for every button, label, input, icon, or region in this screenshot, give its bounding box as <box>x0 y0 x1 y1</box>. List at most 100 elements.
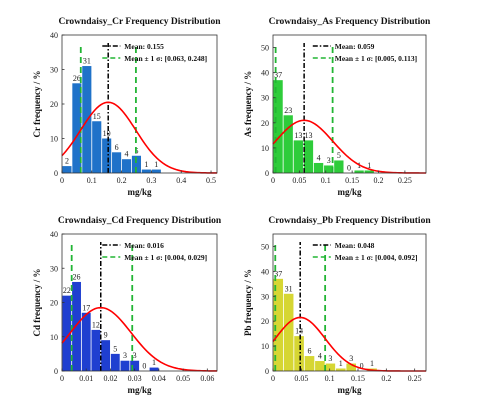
bar-data-label: 1 <box>370 359 374 368</box>
bar-data-label: 3 <box>123 351 127 360</box>
chart-title: Crowndaisy_Pb Frequency Distribution <box>268 216 431 226</box>
normal-fit-curve <box>61 306 218 372</box>
histogram-bar <box>112 152 122 173</box>
y-axis-label: Cd frequency / % <box>32 268 42 336</box>
chart-title: Crowndaisy_Cr Frequency Distribution <box>58 17 221 27</box>
histogram-bar <box>304 356 315 371</box>
legend-mean-label: Mean: 0.016 <box>124 241 164 250</box>
histogram-bar <box>81 312 91 371</box>
x-tick-label: 0.1 <box>87 176 97 185</box>
histogram-bar <box>62 166 72 173</box>
plot-area-frame <box>272 233 427 372</box>
histogram-bar <box>273 80 283 173</box>
bar-data-label: 26 <box>73 74 81 83</box>
bar-data-label: 14 <box>295 327 303 336</box>
y-tick-label: 10 <box>50 135 58 144</box>
bar-data-label: 23 <box>284 106 292 115</box>
y-tick-label: 10 <box>261 342 269 351</box>
bar-data-label: 4 <box>317 153 321 162</box>
x-tick-label: 0.02 <box>103 374 117 383</box>
x-tick-label: 0.3 <box>146 176 156 185</box>
bar-data-label: 17 <box>82 303 90 312</box>
bar-data-label: 13 <box>304 131 312 140</box>
bar-data-label: 31 <box>285 284 293 293</box>
y-tick-label: 10 <box>261 144 269 153</box>
x-tick-label: 0.1 <box>325 374 335 383</box>
bar-data-label: 1 <box>339 359 343 368</box>
bar-data-label: 10 <box>103 129 111 138</box>
histogram-bar <box>354 170 364 173</box>
x-tick-label: 0.2 <box>117 176 127 185</box>
bar-data-label: 26 <box>73 272 81 281</box>
chart-title: Crowndaisy_As Frequency Distribution <box>269 17 431 27</box>
histogram-bar <box>92 121 102 173</box>
histogram-bar <box>131 155 142 173</box>
bar-data-label: 15 <box>93 112 101 121</box>
bar-data-label: 0 <box>360 362 364 371</box>
y-tick-label: 0 <box>265 367 269 376</box>
histogram-bar <box>346 363 357 371</box>
bar-data-label: 31 <box>83 57 91 66</box>
histogram-bar <box>101 340 111 371</box>
y-tick-label: 50 <box>261 242 269 251</box>
histogram-bar <box>62 295 72 371</box>
x-tick-label: 0.06 <box>200 374 214 383</box>
histogram-bar <box>325 363 336 371</box>
y-tick-label: 40 <box>261 267 269 276</box>
y-tick-label: 50 <box>261 44 269 53</box>
legend-sigma-label: Mean ± 1 σ: [0.004, 0.029] <box>124 253 207 262</box>
y-axis-label: Cr frequency / % <box>32 71 42 138</box>
bar-data-label: 1 <box>152 358 156 367</box>
bar-data-label: 0 <box>347 164 351 173</box>
y-tick-label: 0 <box>54 367 58 376</box>
bar-data-label: 1 <box>154 160 158 169</box>
histogram-bar <box>303 140 314 173</box>
x-tick-label: 0.25 <box>408 374 422 383</box>
x-tick-label: 0.03 <box>128 374 142 383</box>
y-tick-label: 20 <box>50 299 58 308</box>
x-tick-label: 0 <box>271 374 275 383</box>
x-tick-label: 0.05 <box>176 374 190 383</box>
histogram-bar <box>149 367 159 371</box>
bar-data-label: 6 <box>307 347 311 356</box>
histogram-bar <box>315 361 325 371</box>
legend-mean-label: Mean: 0.059 <box>335 42 375 51</box>
legend-sigma-label: Mean ± 1 σ: [0.005, 0.113] <box>335 54 417 63</box>
x-tick-label: 0.05 <box>292 176 306 185</box>
histogram-bar <box>72 83 82 173</box>
histogram-bar <box>151 169 161 173</box>
bar-data-label: 22 <box>63 286 71 295</box>
legend-sigma-label: Mean ± 1 σ: [0.063, 0.248] <box>124 54 207 63</box>
histogram-bar <box>335 368 346 371</box>
x-tick-label: 0 <box>60 176 64 185</box>
normal-fit-curve <box>61 101 218 174</box>
histogram-bar <box>324 165 334 173</box>
plot-area-frame <box>272 34 427 174</box>
x-axis-label: mg/kg <box>337 385 362 395</box>
bar-data-label: 3 <box>349 354 353 363</box>
histogram-bar <box>110 353 120 371</box>
x-tick-label: 0.2 <box>381 374 391 383</box>
y-tick-label: 10 <box>50 333 58 342</box>
y-tick-label: 40 <box>50 230 58 239</box>
y-tick-label: 0 <box>54 169 58 178</box>
histogram-bar <box>141 169 151 173</box>
histogram-bar <box>273 278 284 371</box>
histogram-bar <box>334 160 344 173</box>
y-tick-label: 30 <box>261 292 269 301</box>
bar-data-label: 5 <box>113 344 117 353</box>
histogram-bar <box>283 293 294 371</box>
legend-sigma-label: Mean ± 1 σ: [0.004, 0.092] <box>335 253 418 262</box>
histogram-bar <box>294 336 304 371</box>
bar-data-label: 1 <box>367 161 371 170</box>
y-axis-label: Pb frequency / % <box>243 269 253 336</box>
x-axis-label: mg/kg <box>127 385 152 395</box>
x-tick-label: 0.01 <box>79 374 93 383</box>
histogram-bar <box>120 360 130 371</box>
y-tick-label: 20 <box>261 317 269 326</box>
histogram-bar <box>102 138 112 173</box>
bar-data-label: 5 <box>337 151 341 160</box>
bar-data-label: 1 <box>144 160 148 169</box>
